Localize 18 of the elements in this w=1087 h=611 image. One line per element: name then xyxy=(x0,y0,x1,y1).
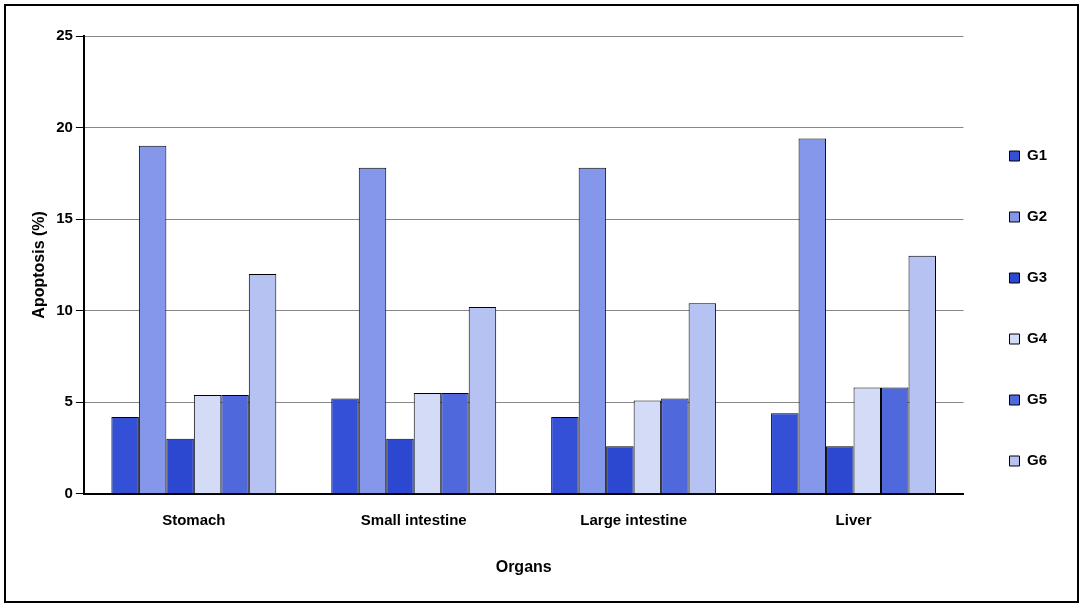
legend-label: G4 xyxy=(1026,329,1048,347)
x-axis-title: Organs xyxy=(495,557,552,575)
y-tick-label: 0 xyxy=(64,483,73,501)
legend-label: G1 xyxy=(1026,146,1048,164)
x-tick-label: Stomach xyxy=(162,510,226,528)
x-tick-label: Small intestine xyxy=(360,510,467,528)
legend-label: G6 xyxy=(1026,451,1048,469)
y-tick-label: 5 xyxy=(64,392,73,410)
legend-label: G5 xyxy=(1026,390,1048,408)
y-tick-label: 25 xyxy=(56,26,73,44)
y-axis-title: Apoptosis (%) xyxy=(30,211,48,319)
y-tick-label: 10 xyxy=(56,300,73,318)
x-tick-label: Large intestine xyxy=(580,510,687,528)
legend-label: G2 xyxy=(1026,207,1048,225)
x-tick-label: Liver xyxy=(835,510,872,528)
legend-label: G3 xyxy=(1026,268,1048,286)
y-tick-label: 20 xyxy=(56,117,73,135)
y-tick-label: 15 xyxy=(56,209,73,227)
